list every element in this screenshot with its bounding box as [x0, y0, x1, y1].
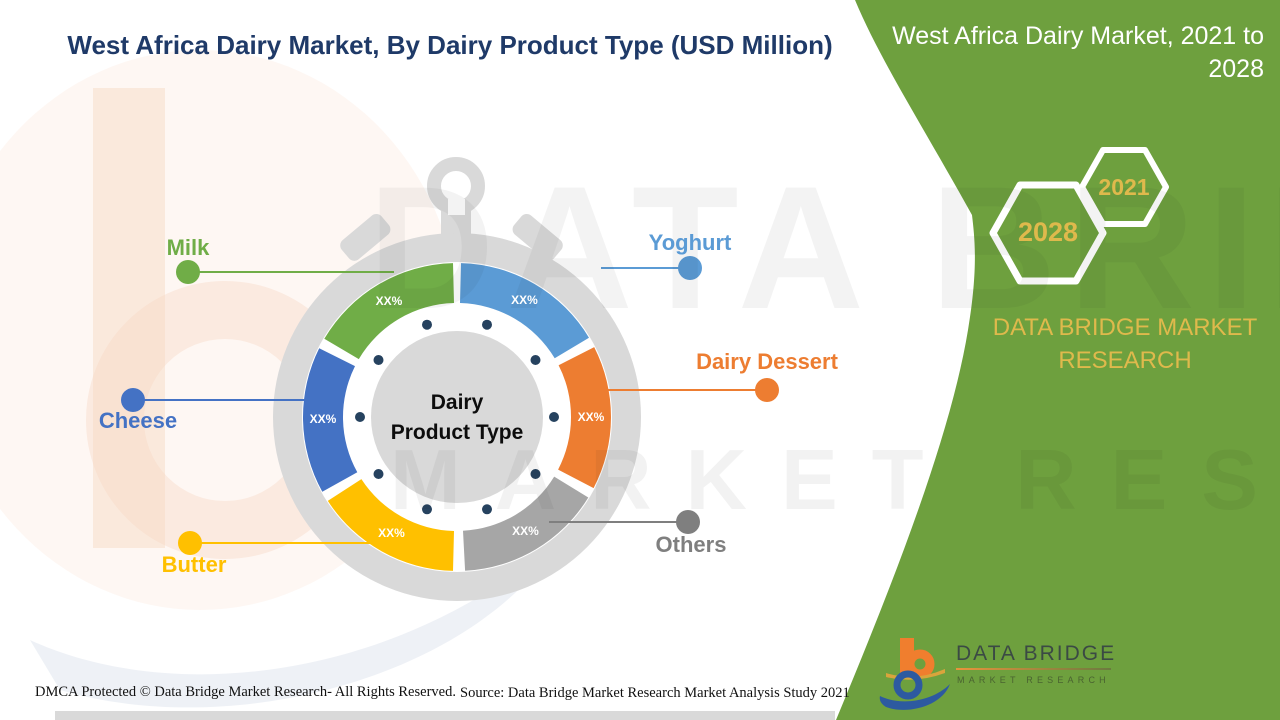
donut-segment-butter: [327, 479, 454, 571]
segment-label-others: Others: [655, 532, 727, 557]
segment-value-label: XX%: [511, 293, 538, 308]
panel-brand-text: DATA BRIDGE MARKET RESEARCH: [992, 314, 1258, 375]
segment-value-label: XX%: [577, 409, 605, 424]
clock-dot: [373, 355, 384, 365]
clock-dot: [373, 469, 384, 479]
watermark-b-bar: [93, 88, 165, 548]
donut-center-label: Dairy Product Type: [377, 388, 537, 448]
segment-value-label: XX%: [512, 524, 539, 539]
year-2021-label: 2021: [1098, 174, 1150, 200]
logo-tagline-text: MARKET RESEARCH: [957, 675, 1110, 685]
callout-dot: [676, 510, 700, 534]
segment-label-butter: Butter: [161, 552, 227, 577]
donut-segment-yoghurt: [460, 263, 589, 359]
clock-dot: [530, 469, 541, 479]
callout-dot: [121, 388, 145, 412]
year-hexagons: [989, 147, 1169, 285]
source-note: Source: Data Bridge Market Research Mark…: [460, 685, 850, 701]
dmca-notice: DMCA Protected © Data Bridge Market Rese…: [35, 684, 456, 700]
donut-segment-milk: [324, 263, 454, 360]
segment-label-cheese: Cheese: [98, 408, 178, 433]
clock-dot: [530, 355, 541, 365]
callout-dot: [176, 260, 200, 284]
hexagon-2021: [1079, 147, 1169, 227]
donut-segment-others: [463, 476, 589, 571]
logo-name-text: DATA BRIDGE: [956, 642, 1117, 665]
donut-segment-cheese: [302, 348, 358, 492]
logo-divider: [956, 668, 1111, 670]
clock-dots: [355, 319, 559, 515]
stopwatch-stem-notch: [448, 199, 465, 215]
clock-dot: [355, 412, 365, 422]
databridge-logo-icon: [879, 638, 950, 710]
segment-label-milk: Milk: [166, 235, 210, 260]
panel-heading: West Africa Dairy Market, 2021 to 2028: [892, 22, 1264, 83]
center-hub: [371, 331, 543, 503]
stopwatch-left-button: [340, 213, 391, 261]
hexagon-2028: [989, 181, 1107, 285]
segment-value-label: XX%: [375, 293, 403, 308]
side-panel-background: [836, 0, 1280, 720]
donut-segment-dairy-dessert: [558, 347, 611, 489]
donut-chart: [302, 263, 611, 571]
clock-dot: [549, 412, 559, 422]
clock-dot: [482, 504, 492, 515]
callout-lines: [121, 256, 779, 555]
callout-dot: [178, 531, 202, 555]
chart-title: West Africa Dairy Market, By Dairy Produ…: [67, 30, 833, 60]
bottom-strip: [55, 711, 835, 720]
stopwatch-right-button: [512, 213, 563, 261]
watermark-swoosh: [30, 540, 560, 708]
year-2028-label: 2028: [1017, 217, 1079, 247]
clock-dot: [422, 319, 432, 330]
segment-label-dairy-dessert: Dairy Dessert: [696, 349, 838, 374]
segment-label-yoghurt: Yoghurt: [648, 230, 732, 255]
center-label-line2: Product Type: [390, 420, 524, 444]
segment-value-label: XX%: [309, 411, 337, 426]
callout-dot: [755, 378, 779, 402]
callout-dot: [678, 256, 702, 280]
center-label-line1: Dairy: [430, 391, 484, 414]
clock-dot: [422, 504, 432, 515]
clock-dot: [482, 319, 492, 330]
segment-value-label: XX%: [378, 525, 405, 540]
